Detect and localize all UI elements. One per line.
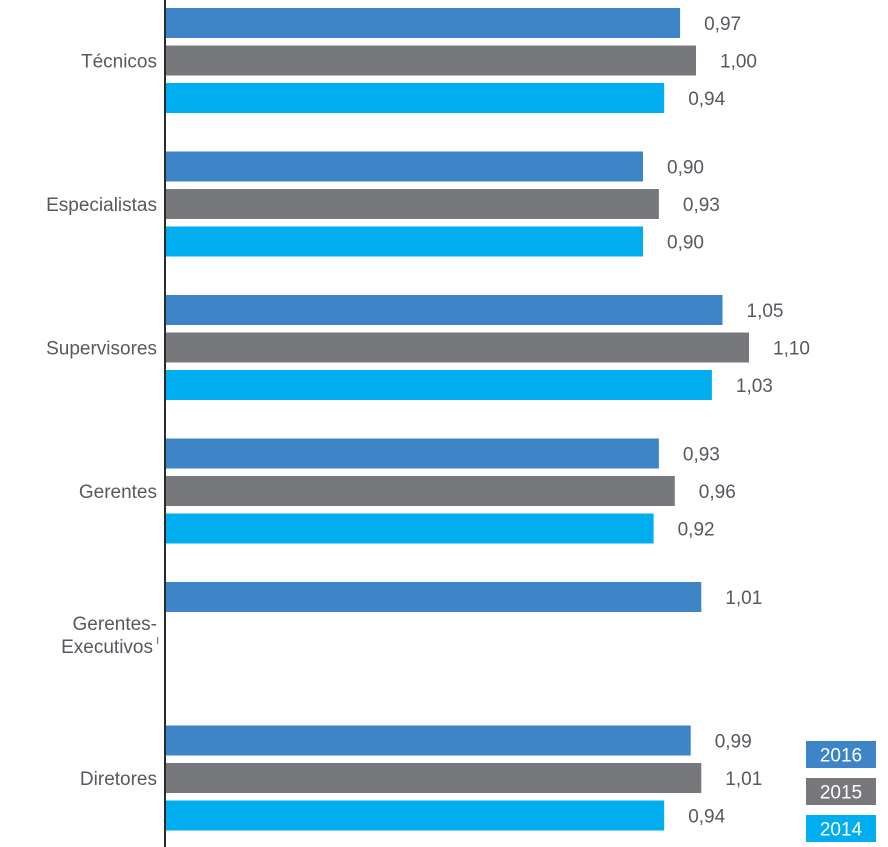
legend-label-2016: 2016 — [820, 746, 862, 767]
bar-supervisores-2014 — [166, 370, 712, 400]
value-label-especialistas-2016: 0,90 — [667, 158, 704, 179]
bar-gerentes-2014 — [166, 513, 654, 544]
bar-especialistas-2015 — [166, 189, 659, 219]
value-label-diretores-2016: 0,99 — [715, 732, 752, 753]
value-label-gerentes-2014: 0,92 — [678, 520, 715, 541]
bar-supervisores-2015 — [166, 332, 749, 363]
category-label-especialistas: Especialistas — [46, 195, 157, 216]
bar-diretores-2014 — [166, 800, 665, 831]
value-label-diretores-2015: 1,01 — [725, 769, 762, 790]
value-label-gerentes-2015: 0,96 — [699, 482, 736, 503]
legend-label-2014: 2014 — [820, 820, 863, 841]
value-label-especialistas-2014: 0,90 — [667, 233, 704, 254]
bar-tecnicos-2016 — [166, 8, 681, 38]
legend-swatch-2014 — [806, 815, 876, 842]
bar-diretores-2015 — [166, 763, 702, 793]
bar-gerentes-executivos-2016 — [166, 582, 702, 612]
bar-especialistas-2014 — [166, 226, 643, 257]
category-label-gerentes-executivos-line-2: Executivos — [61, 637, 153, 658]
value-label-supervisores-2015: 1,10 — [773, 339, 810, 360]
value-label-gerentes-2016: 0,93 — [683, 445, 720, 466]
labels-layer: 0,97 1,00 0,94 Técnicos 0,90 0,93 0,90 Especial… — [46, 14, 810, 828]
value-label-tecnicos-2016: 0,97 — [704, 14, 741, 35]
value-label-supervisores-2014: 1,03 — [736, 376, 773, 397]
bar-gerentes-2015 — [166, 476, 675, 506]
bar-tecnicos-2015 — [166, 45, 696, 76]
bar-gerentes-2016 — [166, 438, 659, 469]
category-label-supervisores: Supervisores — [46, 339, 157, 360]
legend-swatch-2015 — [806, 778, 876, 805]
value-label-supervisores-2016: 1,05 — [747, 301, 784, 322]
value-label-diretores-2014: 0,94 — [688, 807, 725, 828]
value-label-tecnicos-2014: 0,94 — [688, 89, 725, 110]
value-label-tecnicos-2015: 1,00 — [720, 52, 757, 73]
bar-especialistas-2016 — [166, 151, 643, 182]
value-label-gerentes-executivos-2016: 1,01 — [725, 588, 762, 609]
legend-swatch-2016 — [806, 741, 876, 768]
bars-layer — [166, 8, 749, 831]
legend: 2016 2015 2014 — [806, 741, 876, 842]
category-label-gerentes-executivos-line-1: Gerentes- — [73, 614, 157, 635]
category-label-diretores: Diretores — [80, 769, 157, 790]
legend-label-2015: 2015 — [820, 783, 862, 804]
value-label-especialistas-2015: 0,93 — [683, 195, 720, 216]
bar-supervisores-2016 — [166, 295, 723, 325]
bar-diretores-2016 — [166, 725, 691, 756]
category-footnote-mark: I — [156, 636, 159, 647]
bar-tecnicos-2014 — [166, 83, 665, 113]
category-label-gerentes: Gerentes — [79, 482, 157, 503]
category-label-tecnicos: Técnicos — [81, 52, 157, 73]
